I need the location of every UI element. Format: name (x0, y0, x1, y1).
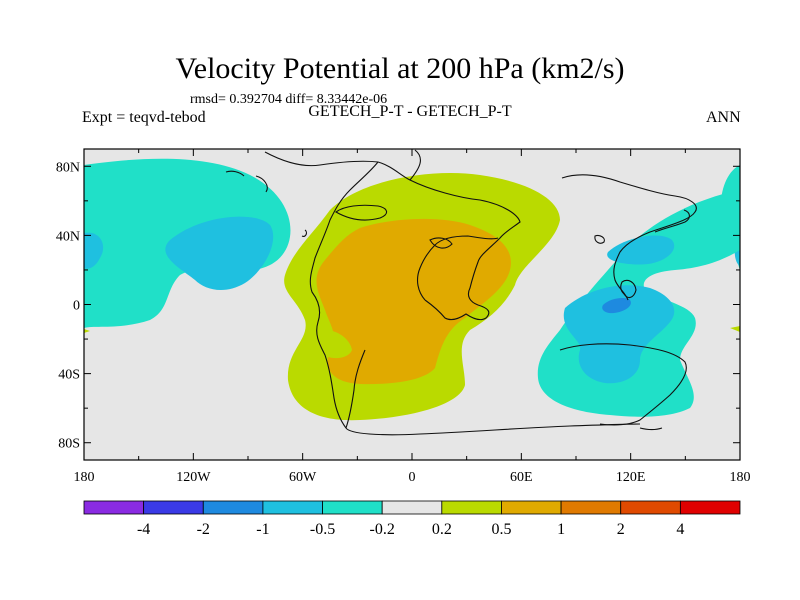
coastline-south-atlantic (345, 349, 366, 429)
x-axis: 180 120W 60W 0 60E 120E 180 (74, 149, 751, 485)
contour-atlantic-core (316, 218, 511, 385)
colorbar-swatch (83, 500, 145, 515)
colorbar-swatch (202, 500, 264, 515)
colorbar-label: -1 (256, 521, 269, 538)
x-tick-label: 60W (289, 470, 317, 485)
colorbar-swatch (381, 500, 443, 515)
colorbar-label: -0.2 (370, 521, 395, 538)
coastline-small-islands (639, 427, 663, 431)
coastline-europe-islands (429, 237, 453, 249)
coastline-eurasia (561, 174, 697, 301)
coastline-india (620, 279, 637, 299)
coastline-americas-east (409, 179, 521, 321)
season-label: ANN (706, 109, 741, 126)
x-tick-label: 60E (510, 470, 533, 485)
colorbar-label: 0.5 (491, 521, 511, 538)
contour-pacific-core-2 (165, 216, 274, 291)
contour-edge-fleck (730, 326, 740, 332)
colorbar-swatch (322, 500, 383, 515)
contour-indian-min (602, 297, 631, 314)
colorbar: -4 -2 -1 -0.5 -0.2 0.2 0.5 1 2 4 (83, 500, 741, 538)
colorbar-label: -4 (137, 521, 150, 538)
contour-edge-fleck-west (84, 329, 90, 333)
x-tick-label: 120E (616, 470, 646, 485)
coastline-hudson (334, 204, 388, 221)
x-tick-label: 0 (409, 470, 416, 485)
colorbar-label: 1 (557, 521, 565, 538)
x-tick-label: 180 (730, 470, 751, 485)
coastline-americas-west (309, 161, 641, 436)
contour-fields (84, 158, 740, 421)
colorbar-swatch (143, 500, 204, 515)
colorbar-label: -0.5 (310, 521, 335, 538)
colorbar-swatch (501, 500, 562, 515)
chart-title: Velocity Potential at 200 hPa (km2/s) (175, 52, 625, 85)
contour-atlantic-notch (320, 329, 352, 359)
stats-label: rmsd= 0.392704 diff= 8.33442e-06 (190, 92, 388, 107)
coastline-north-pacific-island-2 (255, 175, 268, 193)
model-comparison-label: GETECH_P-T - GETECH_P-T (308, 103, 512, 120)
colorbar-label: 2 (617, 521, 625, 538)
coastline-southeast-asia (654, 209, 690, 233)
coastline-australia-antarctica (559, 343, 687, 426)
colorbar-label: -2 (197, 521, 210, 538)
colorbar-label: 4 (676, 521, 684, 538)
coastline-north-pacific-island (225, 170, 245, 177)
y-tick-label: 40N (56, 229, 80, 244)
colorbar-swatch (441, 500, 502, 515)
coastline-tethys-islands (594, 234, 605, 244)
x-tick-label: 120W (176, 470, 211, 485)
colorbar-label: 0.2 (432, 521, 452, 538)
contour-indian-core (563, 285, 675, 384)
y-tick-label: 80S (58, 437, 80, 452)
x-tick-label: 180 (74, 470, 95, 485)
colorbar-swatch (560, 500, 622, 515)
colorbar-swatch (262, 500, 323, 515)
y-tick-label: 0 (73, 299, 80, 314)
colorbar-swatch (679, 500, 741, 515)
experiment-label: Expt = teqvd-tebod (82, 109, 206, 126)
coastline-pacific-islands (301, 229, 307, 237)
contour-indian-west-blob (607, 235, 675, 265)
y-axis: 80N 40N 0 40S 80S (56, 160, 740, 452)
contour-pacific-core (84, 232, 104, 269)
y-tick-label: 80N (56, 160, 80, 175)
coastlines (225, 149, 697, 436)
y-tick-label: 40S (58, 368, 80, 383)
colorbar-swatch (620, 500, 681, 515)
